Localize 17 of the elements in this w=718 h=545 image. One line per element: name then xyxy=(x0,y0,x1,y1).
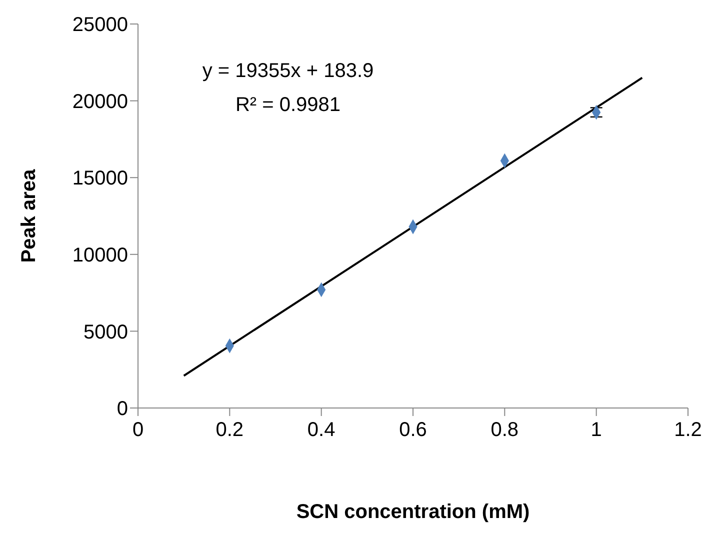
x-tick-label: 0 xyxy=(132,419,144,442)
x-tick-label: 0.2 xyxy=(216,419,244,442)
y-tick-label: 15000 xyxy=(72,168,128,190)
y-tick-label: 25000 xyxy=(72,14,128,36)
y-tick-label: 5000 xyxy=(84,321,128,344)
x-tick-label: 1 xyxy=(590,419,602,442)
y-tick-label: 20000 xyxy=(72,90,128,113)
annotation: y = 19355x + 183.9 xyxy=(202,60,374,82)
x-tick-label: 0.6 xyxy=(399,419,427,442)
y-tick-label: 10000 xyxy=(72,244,128,266)
x-tick-label: 0.8 xyxy=(490,419,519,442)
y-axis-title: Peak area xyxy=(18,168,40,263)
x-axis-title: SCN concentration (mM) xyxy=(296,501,530,523)
annotation: R² = 0.9981 xyxy=(235,94,341,116)
y-tick-label: 0 xyxy=(116,398,128,420)
x-tick-label: 1.2 xyxy=(674,419,702,442)
x-tick-label: 0.4 xyxy=(307,419,336,442)
